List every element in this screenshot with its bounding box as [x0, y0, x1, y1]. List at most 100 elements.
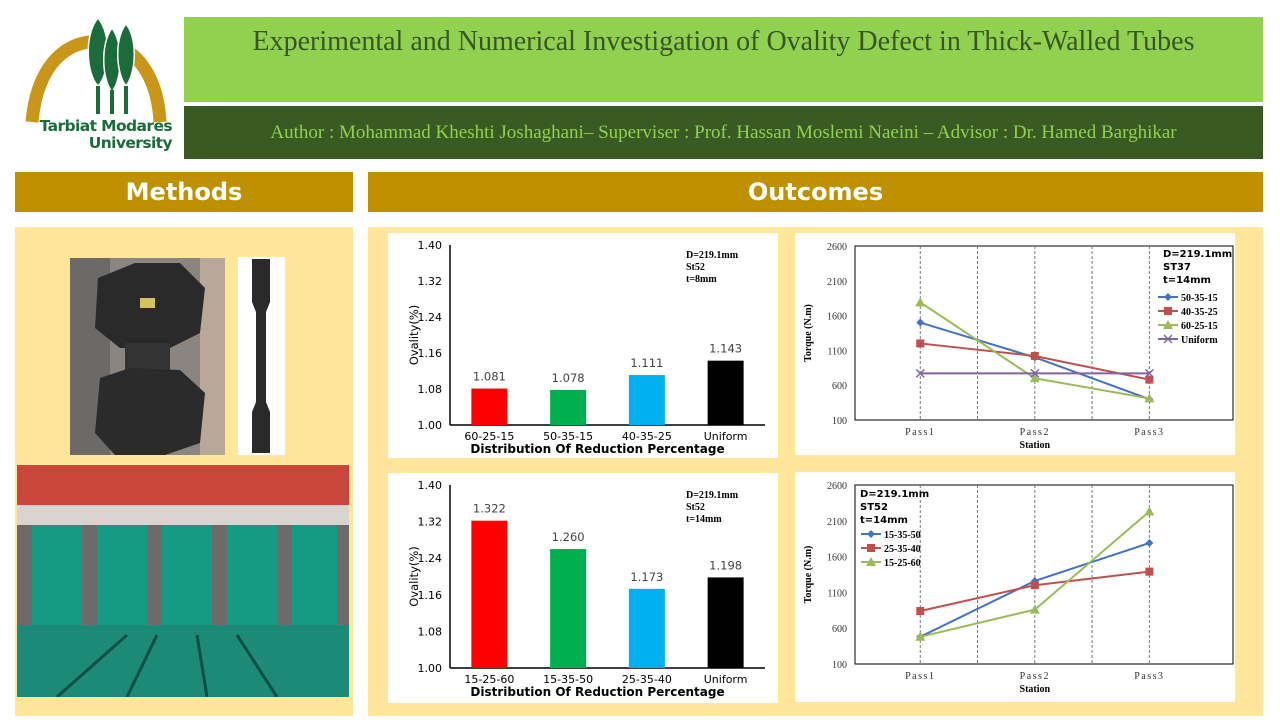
x-tick-label: Pass1 — [905, 427, 935, 438]
square-marker — [1030, 351, 1039, 360]
y-tick-label: 2100 — [827, 517, 847, 528]
y-tick-label: 1.16 — [418, 347, 443, 360]
triangle-marker — [1144, 506, 1155, 516]
annotation: D=219.1mm — [686, 250, 739, 261]
bar-15-25-60 — [471, 520, 508, 668]
methods-header: Methods — [15, 172, 353, 212]
annotation: t=8mm — [686, 274, 717, 285]
x-tick-label: 15-35-50 — [543, 673, 593, 686]
bar-40-35-25 — [628, 375, 665, 425]
legend-label: 25-35-40 — [884, 544, 921, 555]
y-tick-label: 1100 — [827, 346, 847, 357]
logo-text-line2: University — [88, 134, 173, 152]
data-label: 1.078 — [552, 371, 585, 385]
y-tick-label: 600 — [832, 624, 847, 635]
triangle-marker — [915, 297, 926, 307]
x-axis-title: Distribution Of Reduction Percentage — [470, 685, 724, 699]
square-marker — [1030, 581, 1039, 590]
annotation: D=219.1mm — [860, 489, 929, 500]
logo-text-line1: Tarbiat Modares — [39, 117, 173, 135]
x-tick-label: 15-25-60 — [464, 673, 514, 686]
y-tick-label: 600 — [832, 381, 847, 392]
author-line: Author : Mohammad Kheshti Joshaghani– Su… — [184, 106, 1263, 159]
square-marker — [916, 607, 925, 616]
annotation: t=14mm — [1163, 275, 1211, 286]
bar-Uniform — [707, 360, 744, 425]
x-tick-label: 50-35-15 — [543, 430, 593, 443]
bar-25-35-40 — [628, 588, 665, 668]
y-axis-title: Ovality(%) — [407, 305, 421, 366]
y-tick-label: 100 — [832, 660, 847, 671]
bar-50-35-15 — [550, 389, 587, 425]
y-tick-label: 1600 — [827, 553, 847, 564]
square-marker — [867, 544, 875, 552]
x-tick-label: Pass3 — [1134, 427, 1164, 438]
annotation: St52 — [686, 262, 705, 273]
x-tick-label: Uniform — [704, 673, 748, 686]
y-tick-label: 100 — [832, 416, 847, 427]
data-label: 1.081 — [473, 370, 506, 384]
tube-mill-photo — [17, 465, 349, 697]
legend-label: Uniform — [1181, 335, 1218, 346]
legend-label: 40-35-25 — [1181, 307, 1218, 318]
x-tick-label: 60-25-15 — [464, 430, 514, 443]
y-tick-label: 1.32 — [418, 516, 443, 529]
y-tick-label: 1600 — [827, 312, 847, 323]
triangle-marker — [1163, 320, 1173, 329]
tensile-testing-machine-photo — [70, 258, 225, 455]
x-marker — [1163, 334, 1173, 344]
legend-label: 15-25-60 — [884, 558, 921, 569]
annotation: t=14mm — [686, 514, 722, 525]
diamond-marker — [916, 318, 925, 327]
triangle-marker — [866, 557, 876, 566]
annotation: ST37 — [1163, 262, 1191, 273]
poster-title: Experimental and Numerical Investigation… — [184, 17, 1263, 102]
annotation: D=219.1mm — [1163, 249, 1232, 260]
data-label: 1.143 — [709, 342, 742, 356]
square-marker — [916, 339, 925, 348]
annotation: D=219.1mm — [686, 490, 739, 501]
outcomes-header: Outcomes — [368, 172, 1263, 212]
annotation: t=14mm — [860, 515, 908, 526]
y-tick-label: 2600 — [827, 481, 847, 492]
ovality-bar-chart-t8: 1.00 1.08 1.16 1.24 1.32 1.40 1.081 60-25-15 1.0… — [388, 233, 778, 458]
x-axis-title: Station — [1020, 440, 1051, 451]
y-axis-title: Ovality(%) — [407, 546, 421, 607]
y-tick-label: 1.00 — [418, 662, 443, 675]
x-tick-label: 25-35-40 — [622, 673, 672, 686]
diamond-marker — [1145, 538, 1154, 547]
x-tick-label: Pass2 — [1020, 427, 1050, 438]
y-tick-label: 2100 — [827, 277, 847, 288]
tensile-specimen-photo — [238, 257, 285, 455]
data-label: 1.111 — [630, 356, 663, 370]
plot-frame — [854, 245, 1234, 421]
y-tick-label: 1.16 — [418, 589, 443, 602]
diamond-marker — [867, 530, 875, 538]
legend-label: 60-25-15 — [1181, 321, 1218, 332]
x-tick-label: Pass3 — [1134, 671, 1164, 682]
y-tick-label: 1.32 — [418, 275, 443, 288]
triangle-marker — [915, 631, 926, 641]
annotation: ST52 — [860, 502, 888, 513]
y-tick-label: 1.40 — [418, 479, 443, 492]
bar-Uniform — [707, 577, 744, 668]
legend-label: 50-35-15 — [1181, 293, 1218, 304]
ovality-bar-chart-t14: 1.00 1.08 1.16 1.24 1.32 1.40 1.322 15-25-60 1.2… — [388, 473, 778, 703]
x-tick-label: Pass1 — [905, 671, 935, 682]
x-marker — [1144, 368, 1154, 378]
y-tick-label: 1.24 — [418, 311, 443, 324]
bar-60-25-15 — [471, 388, 508, 425]
x-tick-label: 40-35-25 — [622, 430, 672, 443]
plot-frame — [854, 484, 1234, 665]
square-marker — [1145, 567, 1154, 576]
square-marker — [1145, 375, 1154, 384]
y-tick-label: 1.00 — [418, 419, 443, 432]
data-label: 1.198 — [709, 558, 742, 572]
data-label: 1.260 — [552, 530, 585, 544]
y-tick-label: 1.24 — [418, 552, 443, 565]
y-tick-label: 1100 — [827, 588, 847, 599]
y-axis-title: Torque (N.m) — [803, 546, 814, 604]
y-axis-title: Torque (N.m) — [803, 304, 814, 362]
x-marker — [1030, 368, 1040, 378]
square-marker — [1164, 307, 1172, 315]
